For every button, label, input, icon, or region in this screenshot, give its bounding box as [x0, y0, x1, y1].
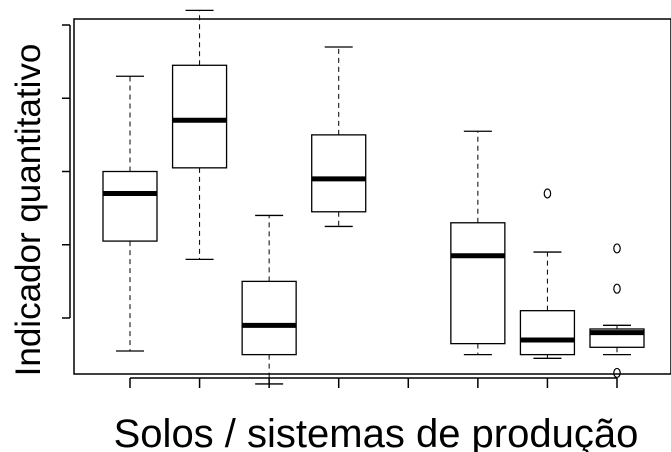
outlier-point [613, 367, 621, 379]
outlier-point [613, 283, 621, 294]
box-group [589, 243, 645, 379]
x-axis [129, 377, 618, 388]
box-group [102, 75, 158, 352]
box [241, 280, 297, 356]
x-axis-title: Solos / sistemas de produção [114, 412, 639, 452]
box-group [450, 130, 506, 356]
box-group [519, 188, 576, 359]
y-axis-title: Indicador quantitativo [9, 44, 48, 377]
plot-frame [73, 18, 671, 375]
boxes [102, 9, 645, 385]
box-group [171, 9, 228, 261]
box [450, 222, 506, 345]
box-group [241, 214, 297, 385]
box-group [311, 46, 367, 228]
y-axis [62, 24, 71, 319]
outlier-point [613, 243, 621, 254]
plot-border [73, 18, 671, 375]
box [311, 134, 367, 213]
box [171, 64, 228, 169]
box [519, 310, 576, 356]
box [102, 170, 158, 242]
outlier-point [543, 188, 552, 199]
